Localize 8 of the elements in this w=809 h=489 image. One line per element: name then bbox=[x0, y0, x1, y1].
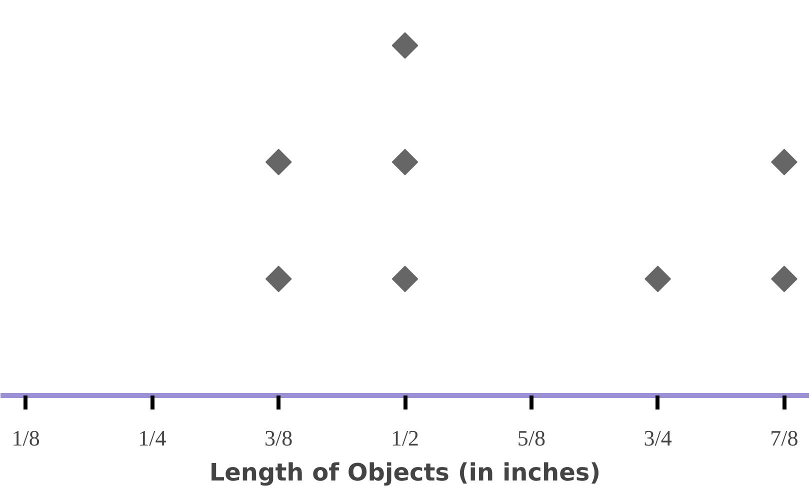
x-tick-label: 1/8 bbox=[12, 426, 40, 450]
x-tick-label: 1/4 bbox=[138, 426, 166, 450]
x-tick-label: 7/8 bbox=[770, 426, 798, 450]
x-tick-label: 5/8 bbox=[517, 426, 546, 450]
x-axis-title: Length of Objects (in inches) bbox=[209, 458, 601, 486]
x-tick-label: 3/4 bbox=[644, 426, 672, 450]
x-tick-label: 1/2 bbox=[390, 426, 420, 450]
x-tick-label: 3/8 bbox=[264, 426, 293, 450]
